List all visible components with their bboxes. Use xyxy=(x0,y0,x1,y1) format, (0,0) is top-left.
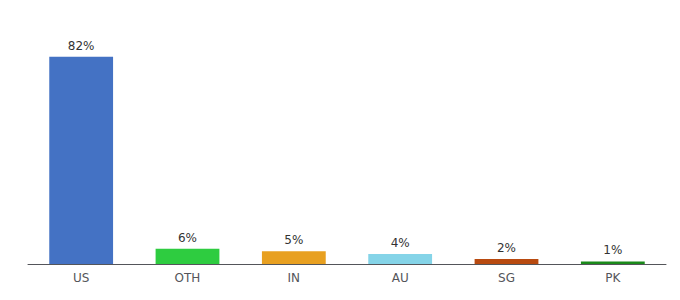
svg-text:SG: SG xyxy=(498,271,515,285)
svg-text:5%: 5% xyxy=(284,233,303,247)
svg-text:82%: 82% xyxy=(68,39,95,53)
svg-text:US: US xyxy=(73,271,89,285)
svg-text:4%: 4% xyxy=(391,236,410,250)
svg-text:OTH: OTH xyxy=(175,271,201,285)
svg-text:6%: 6% xyxy=(178,231,197,245)
svg-text:AU: AU xyxy=(392,271,409,285)
svg-text:PK: PK xyxy=(605,271,621,285)
svg-text:IN: IN xyxy=(288,271,301,285)
svg-text:2%: 2% xyxy=(497,241,516,255)
svg-text:1%: 1% xyxy=(603,243,622,257)
